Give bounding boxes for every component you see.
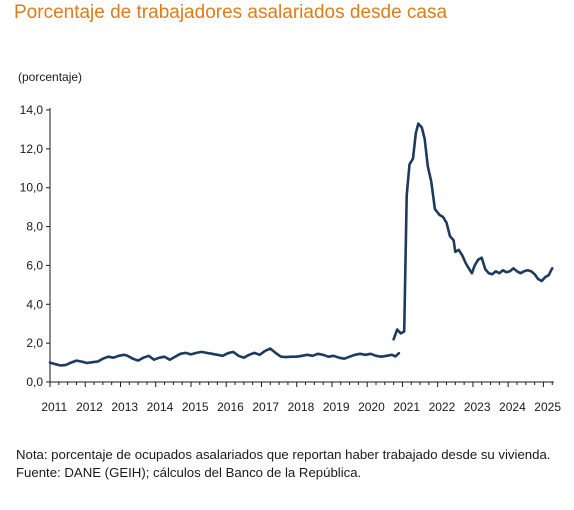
chart-title: Porcentaje de trabajadores asalariados d… [14,2,448,23]
y-tick-label: 0,0 [26,375,43,389]
y-tick-label: 10,0 [20,181,44,195]
x-tick-label: 2016 [217,400,244,414]
x-tick-label: 2022 [429,400,456,414]
note-text: Nota: porcentaje de ocupados asalariados… [16,447,551,462]
y-tick-label: 4,0 [26,297,43,311]
x-tick-label: 2025 [534,400,561,414]
x-tick-label: 2011 [41,400,67,414]
line-chart: 0,0 2,0 4,0 6,0 8,0 10,0 12,0 14,0 2011 2012 2013 2… [20,103,562,414]
x-tick-label: 2020 [358,400,385,414]
x-tick-label: 2013 [111,400,138,414]
x-tick-label: 2017 [252,400,279,414]
y-tick-label: 2,0 [26,336,43,350]
x-tick-label: 2018 [288,400,315,414]
y-tick-label: 14,0 [20,103,44,117]
y-tick-label: 8,0 [26,220,43,234]
y-axis-unit-label: (porcentaje) [18,70,83,84]
x-tick-label: 2023 [464,400,491,414]
x-tick-label: 2024 [499,400,526,414]
y-tick-label: 6,0 [26,258,43,272]
x-tick-label: 2012 [76,400,103,414]
series-line-segment-1 [48,347,401,367]
x-tick-label: 2015 [182,400,209,414]
y-tick-label: 12,0 [20,142,44,156]
x-tick-label: 2021 [393,400,420,414]
x-tick-label: 2019 [323,400,350,414]
source-text: Fuente: DANE (GEIH); cálculos del Banco … [16,465,362,480]
x-tick-label: 2014 [147,400,174,414]
series-line-segment-2 [392,122,554,341]
chart-notes: Nota: porcentaje de ocupados asalariados… [16,446,564,482]
